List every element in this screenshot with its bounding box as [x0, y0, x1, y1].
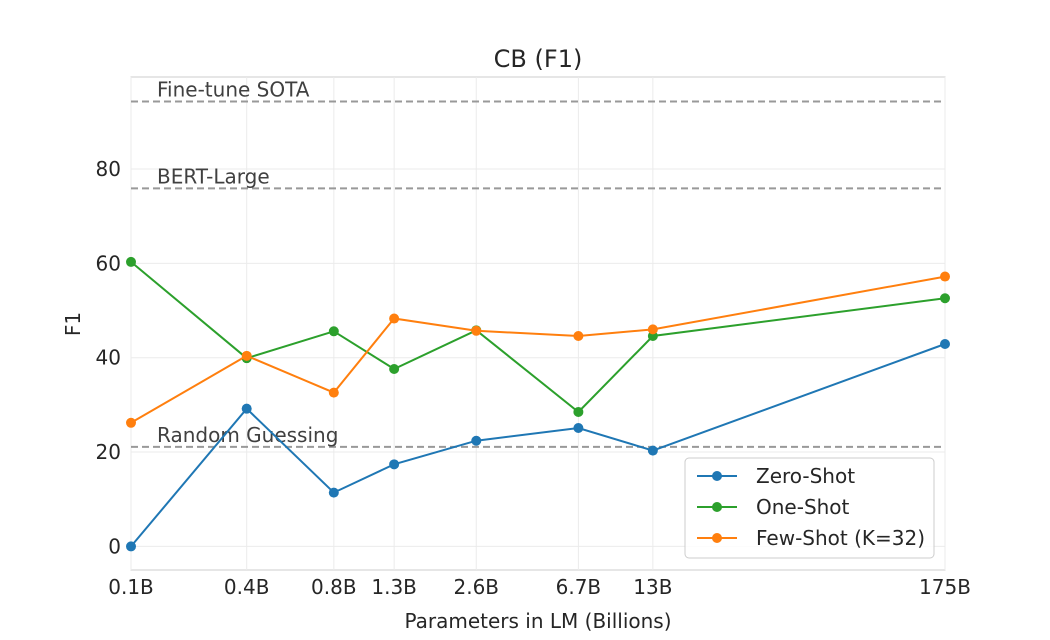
data-point	[241, 350, 252, 361]
data-point	[940, 339, 950, 350]
y-tick-label: 40	[96, 346, 121, 370]
series-zero-shot	[126, 339, 950, 552]
data-point	[573, 331, 584, 342]
data-point	[126, 256, 136, 267]
x-tick-label: 175B	[919, 575, 971, 599]
reference-line-label: Fine-tune SOTA	[157, 78, 310, 102]
y-tick-label: 20	[96, 440, 121, 464]
legend-marker	[712, 471, 722, 481]
x-axis-label: Parameters in LM (Billions)	[404, 609, 671, 633]
data-point	[471, 325, 482, 336]
data-point	[126, 417, 136, 428]
chart-title: CB (F1)	[494, 45, 583, 73]
data-point	[328, 487, 339, 498]
y-tick-label: 0	[108, 534, 121, 558]
series-line	[130, 343, 946, 548]
y-axis-label: F1	[61, 312, 85, 336]
data-point	[573, 406, 584, 417]
data-point	[940, 271, 950, 282]
legend-label: One-Shot	[756, 495, 850, 519]
data-point	[573, 422, 584, 433]
legend-label: Few-Shot (K=32)	[756, 526, 925, 550]
x-tick-label: 0.8B	[311, 575, 357, 599]
data-point	[940, 293, 950, 304]
data-point	[389, 313, 400, 324]
y-tick-label: 60	[96, 251, 121, 275]
data-point	[647, 324, 658, 335]
data-point	[126, 541, 136, 552]
x-tick-label: 2.6B	[453, 575, 499, 599]
legend-marker	[712, 533, 722, 543]
data-point	[389, 364, 400, 375]
x-tick-label: 0.1B	[108, 575, 154, 599]
data-point	[389, 459, 400, 470]
y-tick-label: 80	[96, 157, 121, 181]
series-few-shot-k-32-	[126, 271, 950, 428]
data-point	[647, 445, 658, 456]
legend-marker	[712, 502, 722, 512]
reference-line-label: BERT-Large	[157, 164, 270, 188]
reference-line-label: Random Guessing	[157, 423, 338, 447]
legend: Zero-Shot One-Shot Few-Shot (K=32)	[684, 457, 935, 559]
series-one-shot	[126, 256, 950, 417]
data-point	[241, 403, 252, 414]
legend-label: Zero-Shot	[756, 464, 855, 488]
x-tick-label: 1.3B	[371, 575, 417, 599]
data-point	[328, 387, 339, 398]
legend-box	[684, 457, 935, 559]
x-tick-label: 0.4B	[224, 575, 270, 599]
x-tick-label: 6.7B	[556, 575, 602, 599]
series-line	[130, 261, 946, 414]
data-point	[328, 326, 339, 337]
series-line	[130, 275, 946, 424]
x-tick-label: 13B	[633, 575, 672, 599]
data-point	[471, 435, 482, 446]
